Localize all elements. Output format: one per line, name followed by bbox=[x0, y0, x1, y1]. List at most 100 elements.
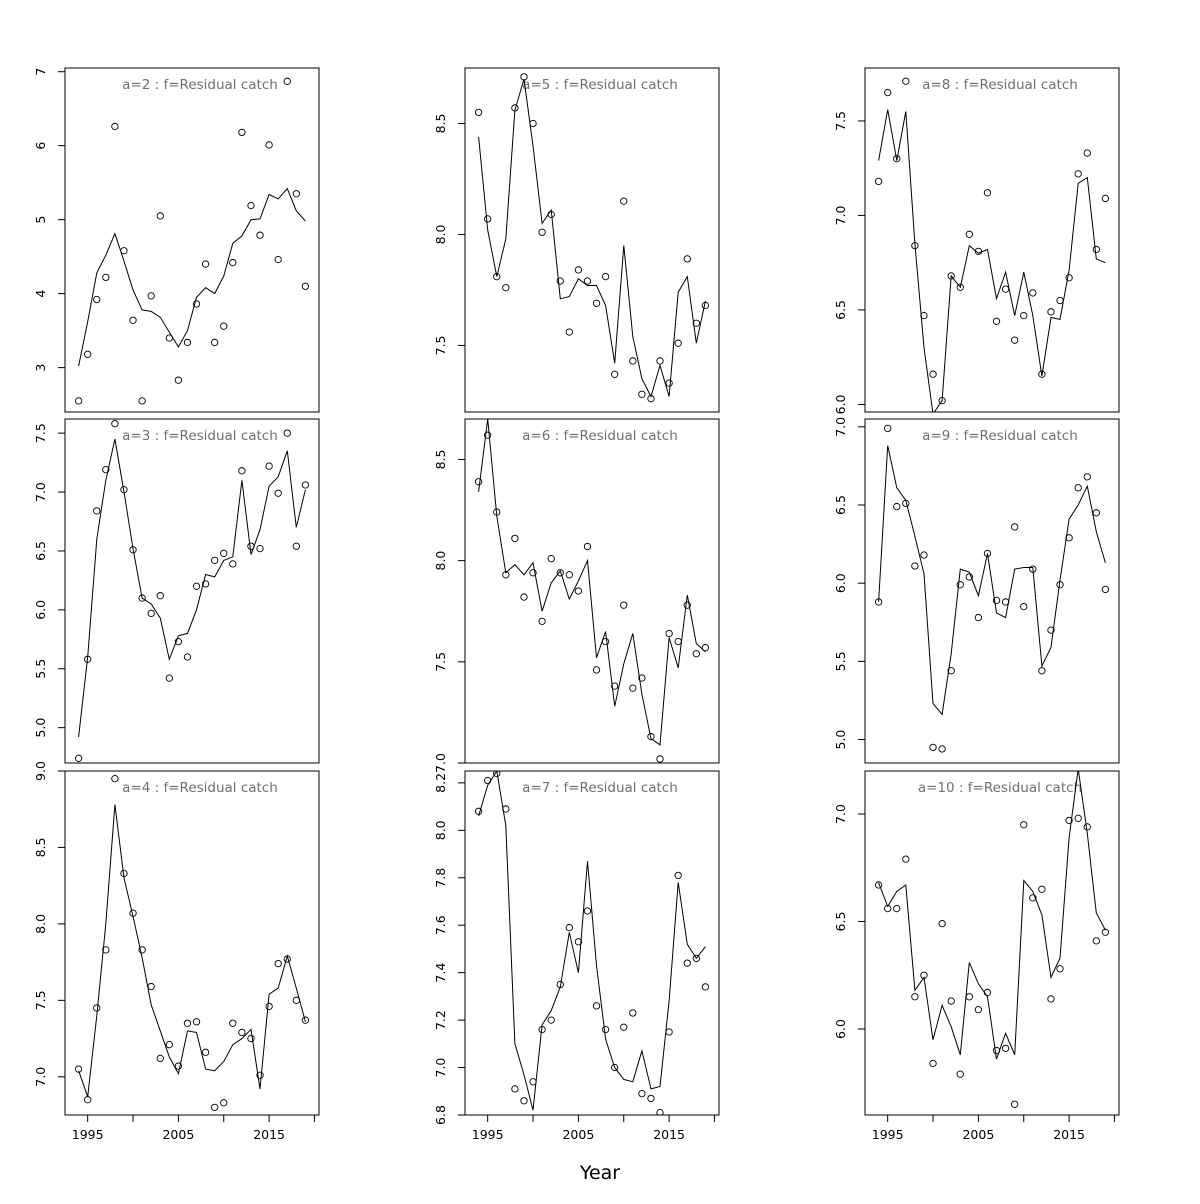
data-point bbox=[965, 230, 973, 238]
y-tick-label: 7 bbox=[33, 68, 48, 76]
y-tick-label: 8.0 bbox=[33, 914, 48, 934]
data-point bbox=[583, 907, 592, 915]
data-point bbox=[156, 212, 164, 220]
data-point bbox=[620, 1023, 628, 1031]
data-point bbox=[1092, 509, 1100, 517]
data-point bbox=[502, 284, 510, 292]
data-point bbox=[301, 1016, 310, 1024]
data-point bbox=[511, 534, 519, 543]
data-point bbox=[611, 682, 619, 690]
data-point bbox=[929, 1059, 937, 1068]
data-point bbox=[129, 316, 137, 324]
data-point bbox=[929, 743, 937, 752]
data-point bbox=[484, 431, 492, 439]
data-point bbox=[220, 322, 228, 330]
data-point bbox=[884, 424, 892, 433]
fitted-line bbox=[878, 445, 1106, 716]
data-point bbox=[974, 247, 983, 255]
data-point bbox=[1092, 245, 1100, 254]
x-tick-label: 2015 bbox=[653, 1127, 685, 1142]
panel-title: a=4 : f=Residual catch bbox=[122, 780, 278, 796]
y-tick-label: 8.5 bbox=[433, 114, 448, 134]
data-point bbox=[238, 467, 246, 475]
data-point bbox=[93, 507, 101, 515]
data-point bbox=[692, 650, 700, 658]
data-point bbox=[1020, 821, 1028, 829]
x-tick-label: 2015 bbox=[253, 1127, 285, 1142]
data-point bbox=[283, 429, 291, 437]
panel-title: a=10 : f=Residual catch bbox=[918, 780, 1082, 796]
y-tick-label: 7.0 bbox=[33, 1067, 48, 1087]
data-point bbox=[274, 489, 282, 497]
panel-3: a=8 : f=Residual catch 6.0 6.5 7.0 7.5 bbox=[833, 67, 1120, 414]
data-point bbox=[611, 370, 619, 378]
data-point bbox=[565, 328, 573, 336]
fitted-line bbox=[478, 771, 706, 1111]
panel-4: a=3 : f=Residual catch 5.0 5.5 6.0 6.5 7.0 7.5 bbox=[33, 418, 320, 764]
data-point bbox=[674, 871, 682, 880]
y-tick-label: 7.5 bbox=[33, 423, 48, 443]
data-point bbox=[638, 1089, 646, 1098]
fitted-line bbox=[478, 419, 706, 746]
y-tick-label: 7.0 bbox=[833, 804, 848, 824]
data-point bbox=[1074, 814, 1082, 822]
data-point bbox=[165, 1041, 173, 1049]
data-point bbox=[629, 357, 637, 365]
data-point bbox=[529, 1078, 537, 1086]
data-point bbox=[1083, 149, 1091, 157]
x-tick-label: 2005 bbox=[562, 1127, 594, 1142]
data-point bbox=[1101, 585, 1110, 594]
data-point bbox=[665, 629, 673, 638]
data-point bbox=[638, 390, 646, 398]
data-point bbox=[629, 1009, 637, 1017]
data-point bbox=[174, 1062, 183, 1070]
data-point bbox=[183, 1019, 192, 1027]
data-point bbox=[111, 420, 119, 428]
data-point bbox=[84, 1096, 92, 1104]
data-point bbox=[484, 215, 492, 223]
data-point bbox=[165, 674, 173, 682]
data-point bbox=[192, 1018, 201, 1026]
plot-area bbox=[874, 424, 1110, 753]
data-point bbox=[493, 272, 501, 281]
panel-title: a=7 : f=Residual catch bbox=[522, 780, 678, 796]
data-point bbox=[565, 571, 573, 579]
data-point bbox=[647, 733, 655, 741]
data-point bbox=[111, 122, 119, 131]
data-point bbox=[956, 581, 964, 589]
fitted-line bbox=[78, 187, 306, 367]
y-tick-label: 7.5 bbox=[33, 990, 48, 1010]
data-point bbox=[1047, 308, 1055, 316]
y-tick-label: 9.0 bbox=[33, 761, 48, 781]
data-point bbox=[474, 108, 483, 117]
data-point bbox=[956, 283, 964, 291]
x-tick-label: 1995 bbox=[472, 1127, 504, 1142]
data-point bbox=[529, 569, 537, 577]
fitted-line bbox=[478, 78, 706, 398]
data-point bbox=[620, 197, 628, 205]
data-point bbox=[592, 299, 601, 307]
data-point bbox=[893, 904, 901, 913]
y-tick-label: 7.5 bbox=[833, 111, 848, 131]
data-point bbox=[147, 982, 155, 991]
x-tick-label: 2005 bbox=[162, 1127, 194, 1142]
data-point bbox=[1011, 523, 1019, 531]
data-point bbox=[893, 155, 901, 163]
panel-title: a=9 : f=Residual catch bbox=[922, 428, 1078, 444]
data-point bbox=[1029, 289, 1037, 297]
data-point bbox=[1056, 296, 1064, 305]
y-tick-label: 6.0 bbox=[33, 600, 48, 620]
data-point bbox=[1065, 816, 1073, 825]
data-point bbox=[938, 745, 946, 753]
data-point bbox=[102, 946, 110, 954]
data-point bbox=[1047, 995, 1055, 1003]
data-point bbox=[147, 292, 155, 300]
data-point bbox=[1065, 274, 1073, 282]
data-point bbox=[93, 295, 101, 304]
y-tick-label: 6.5 bbox=[33, 541, 48, 561]
data-point bbox=[211, 556, 219, 565]
data-point bbox=[647, 1094, 655, 1103]
data-point bbox=[256, 544, 264, 553]
fitted-line bbox=[78, 804, 306, 1097]
data-point bbox=[683, 601, 691, 609]
